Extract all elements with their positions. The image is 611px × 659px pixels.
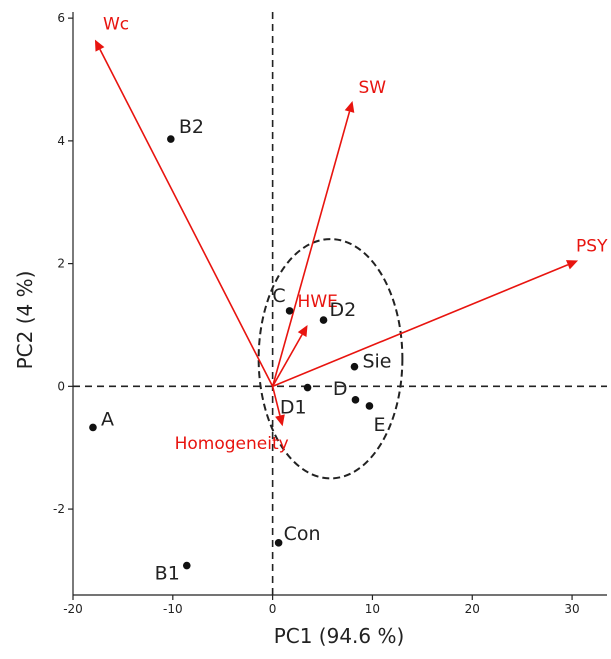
loading-vectors: Wc SW PSY HWE Homogeneity (94, 15, 608, 454)
x-tick-group: -20 -10 0 10 20 30 (63, 595, 580, 616)
point-label-sie: Sie (362, 351, 391, 373)
vector-line-hwe (271, 334, 303, 387)
point-d1 (303, 383, 312, 392)
vector-label-psy: PSY (576, 237, 608, 257)
point-label-b1: B1 (155, 563, 180, 585)
point-d (351, 396, 360, 404)
vector-label-wc: Wc (103, 15, 129, 35)
point-e (365, 402, 374, 410)
y-tick-label: 4 (57, 134, 65, 148)
point-label-d2: D2 (330, 299, 357, 321)
y-axis-title: PC2 (4 %) (13, 271, 37, 370)
point-label-a: A (101, 408, 114, 430)
vector-line-wc (99, 49, 274, 387)
vector-arrowhead-wc (94, 39, 105, 52)
cluster-ellipse (257, 238, 404, 480)
point-label-con: Con (284, 523, 321, 545)
point-label-e: E (373, 414, 385, 436)
point-label-d1: D1 (280, 397, 307, 419)
point-label-c: C (272, 285, 285, 307)
x-tick-label: 0 (269, 602, 277, 616)
x-tick-label: 30 (564, 602, 579, 616)
point-c (285, 307, 294, 315)
vector-label-hwe: HWE (298, 292, 338, 312)
point-a (89, 423, 97, 432)
point-label-d: D (333, 378, 348, 400)
vector-arrowhead-sw (344, 100, 355, 113)
y-tick-label: -2 (53, 502, 65, 516)
vector-arrowhead-psy (565, 260, 579, 270)
vector-arrowhead-homogeneity (275, 414, 285, 427)
vector-line-homogeneity (271, 386, 281, 416)
point-label-b2: B2 (179, 116, 204, 138)
point-con (274, 539, 283, 547)
point-d2 (319, 316, 328, 324)
score-points: B2 A B1 C D2 Sie D D1 E Con (89, 116, 392, 585)
x-tick-label: -20 (63, 602, 83, 616)
point-b1 (182, 561, 191, 570)
point-b2 (167, 135, 175, 143)
y-tick-label: 0 (57, 379, 65, 393)
x-tick-label: 20 (465, 602, 480, 616)
vector-label-homogeneity: Homogeneity (175, 434, 289, 454)
x-tick-label: -10 (163, 602, 183, 616)
vector-line-psy (272, 263, 569, 388)
point-sie (350, 362, 359, 371)
x-tick-label: 10 (365, 602, 380, 616)
vector-line-sw (271, 111, 351, 387)
y-tick-label: 2 (57, 257, 65, 271)
y-tick-label: 6 (57, 11, 65, 25)
y-tick-group: -2 0 2 4 6 (53, 11, 73, 516)
vector-label-sw: SW (358, 78, 386, 98)
vector-arrowhead-hwe (297, 324, 308, 338)
x-axis-title: PC1 (94.6 %) (274, 624, 405, 648)
